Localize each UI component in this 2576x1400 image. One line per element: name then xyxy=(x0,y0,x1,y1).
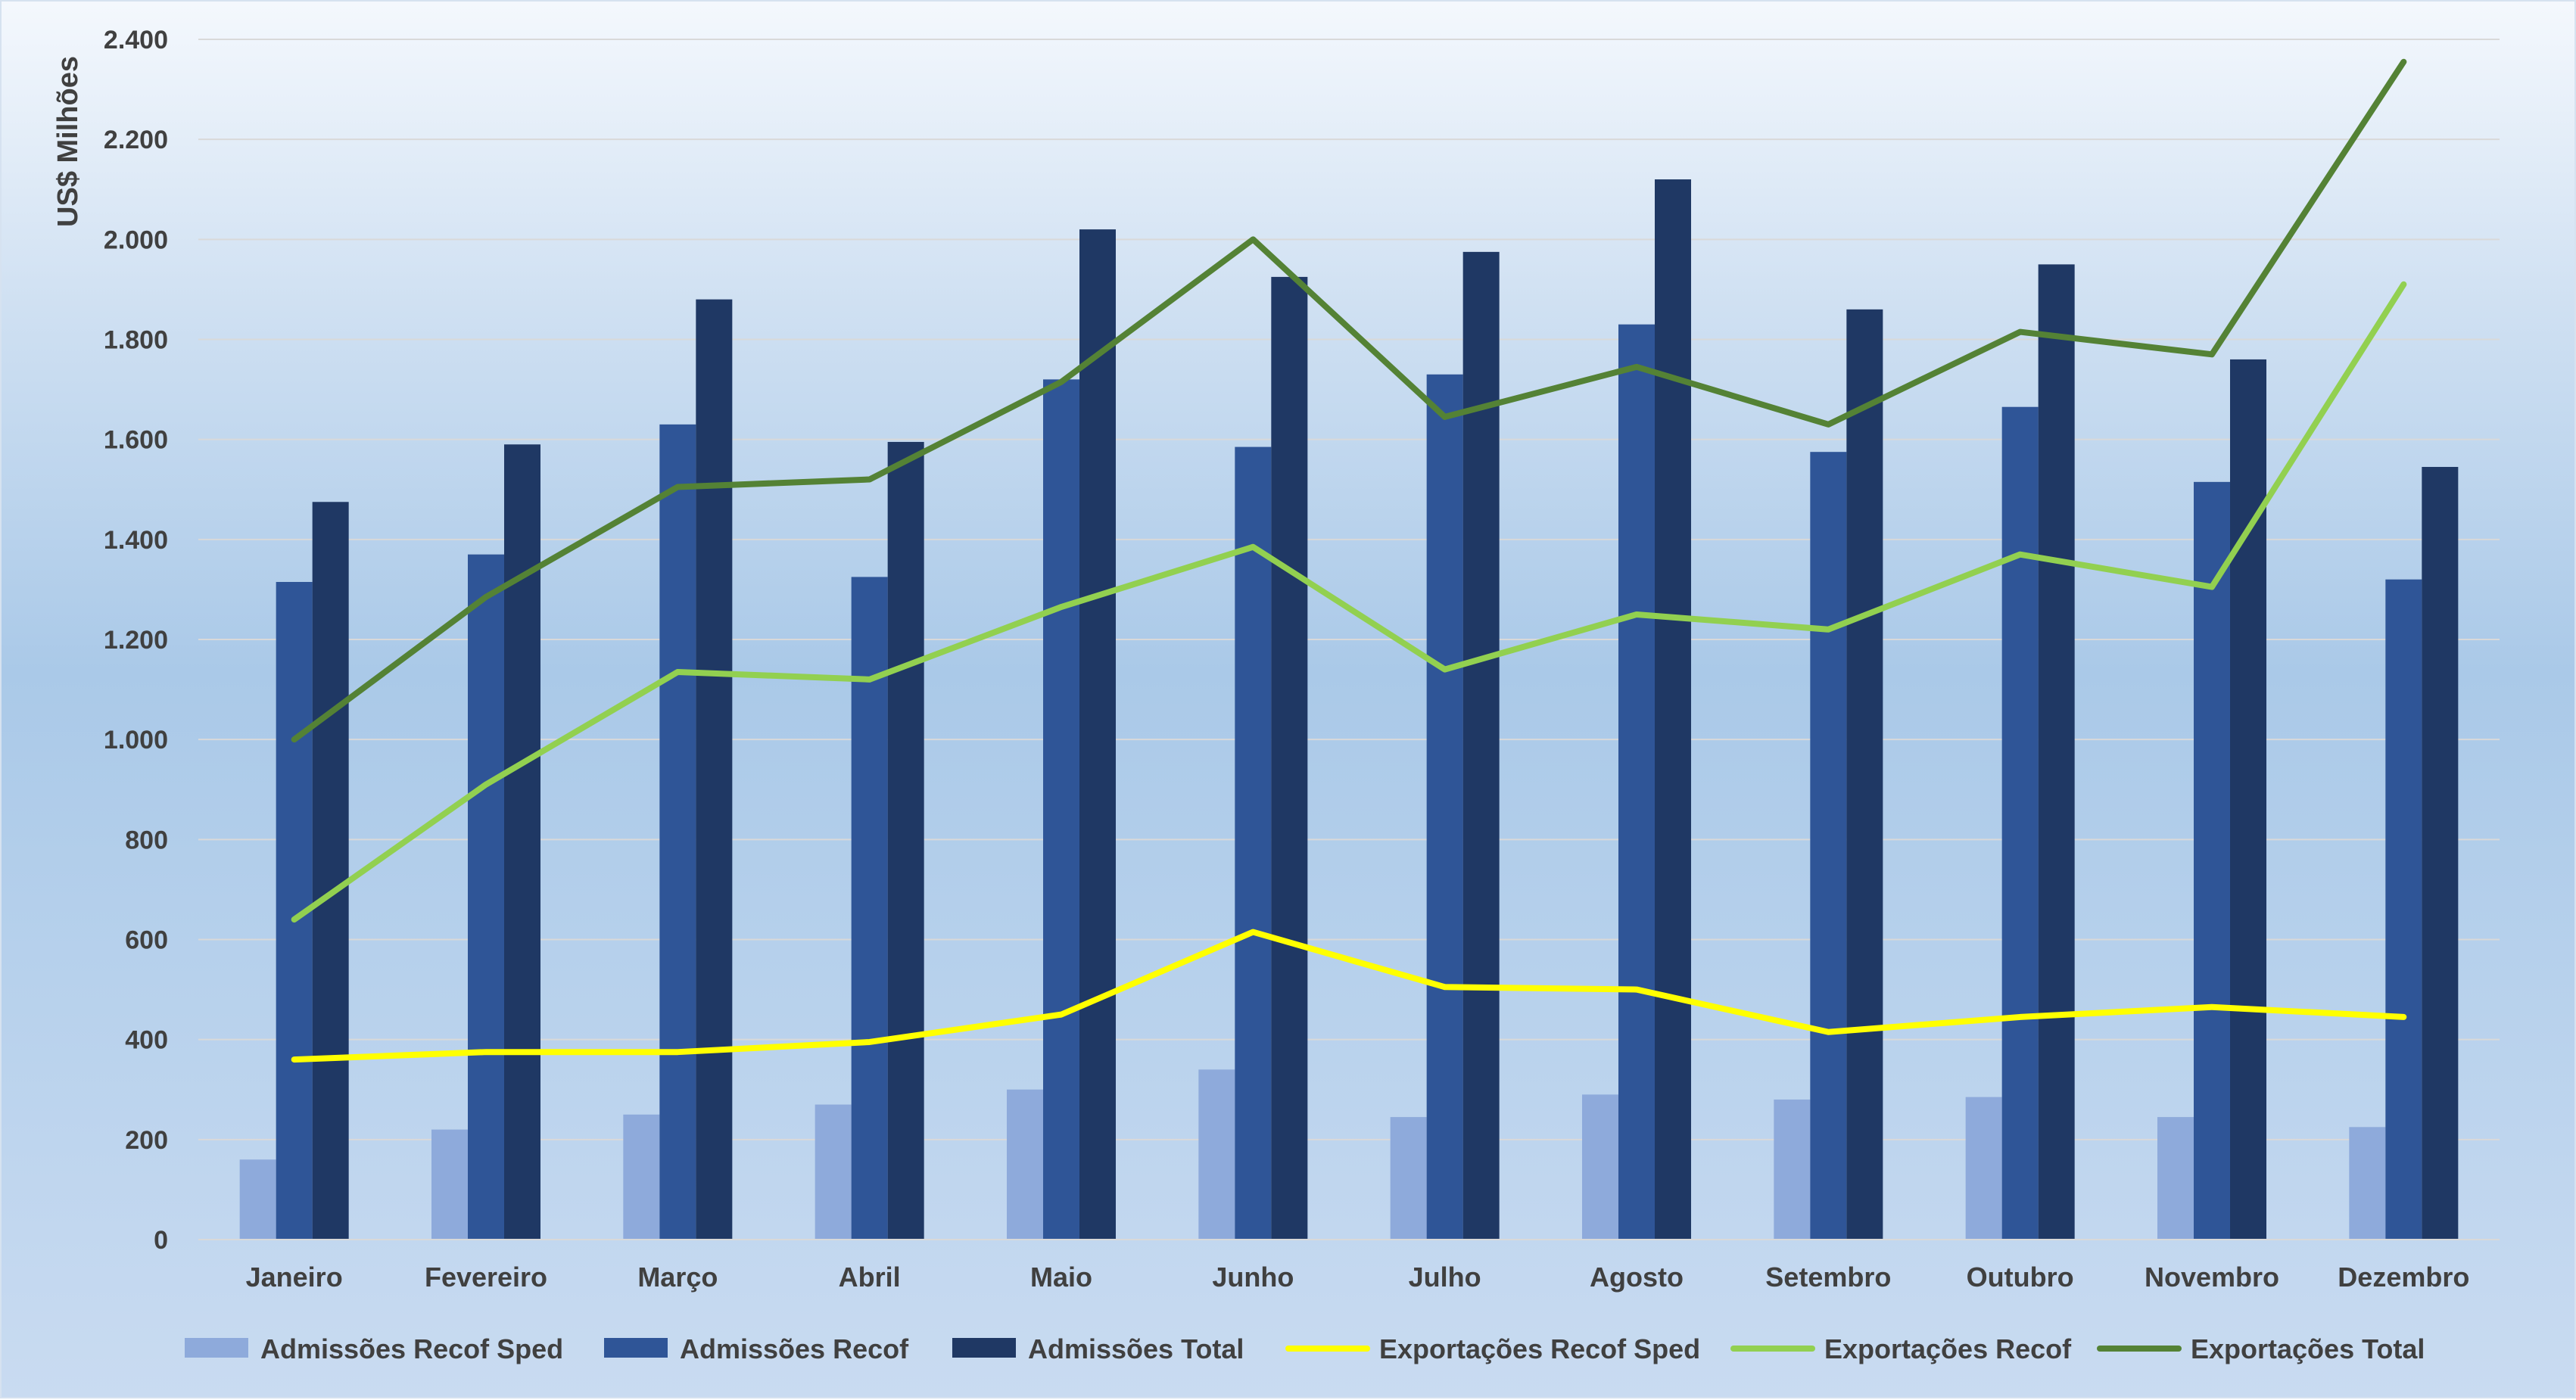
bar-admissoes-total-maio xyxy=(1079,229,1116,1240)
y-tick-label-0: 0 xyxy=(154,1226,168,1255)
bar-admissoes-recof-sped-outubro xyxy=(1965,1097,2002,1240)
legend-label-admissoes-recof-sped: Admissões Recof Sped xyxy=(260,1333,563,1364)
x-tick-label-marco: Março xyxy=(637,1262,718,1293)
bar-admissoes-total-janeiro xyxy=(312,502,349,1240)
bar-admissoes-recof-sped-setembro xyxy=(1774,1099,1811,1240)
bar-admissoes-recof-sped-marco xyxy=(623,1114,660,1240)
legend-swatch-admissoes-recof xyxy=(604,1338,668,1358)
y-tick-label-1200: 1.200 xyxy=(104,626,168,655)
x-tick-label-julho: Julho xyxy=(1409,1262,1481,1293)
legend-swatch-admissoes-total xyxy=(952,1338,1016,1358)
bar-admissoes-recof-junho xyxy=(1235,446,1272,1240)
bar-admissoes-total-junho xyxy=(1271,276,1308,1240)
x-tick-label-janeiro: Janeiro xyxy=(246,1262,343,1293)
bar-admissoes-total-setembro xyxy=(1846,309,1883,1240)
bar-admissoes-recof-sped-dezembro xyxy=(2349,1127,2386,1240)
x-tick-label-outubro: Outubro xyxy=(1967,1262,2074,1293)
x-tick-label-agosto: Agosto xyxy=(1590,1262,1684,1293)
bar-admissoes-recof-sped-agosto xyxy=(1582,1094,1618,1240)
bar-series-admissoes-total xyxy=(312,179,2459,1240)
bar-admissoes-recof-abril xyxy=(851,577,888,1240)
x-tick-label-abril: Abril xyxy=(839,1262,901,1293)
y-tick-label-800: 800 xyxy=(125,826,168,854)
bar-admissoes-total-abril xyxy=(887,441,924,1240)
line-exportacoes-recof xyxy=(291,281,2407,923)
y-axis-title: US$ Milhões xyxy=(52,56,84,227)
legend-label-exportacoes-recof-sped: Exportações Recof Sped xyxy=(1379,1333,1700,1364)
y-tick-label-2200: 2.200 xyxy=(104,126,168,154)
y-tick-label-600: 600 xyxy=(125,926,168,955)
line-series xyxy=(291,58,2407,1063)
line-exportacoes-total xyxy=(291,58,2407,743)
y-tick-label-200: 200 xyxy=(125,1126,168,1155)
x-tick-label-setembro: Setembro xyxy=(1765,1262,1891,1293)
bar-admissoes-recof-julho xyxy=(1426,374,1463,1240)
y-axis-ticks: 0 200 400 600 800 1.000 1.200 1.400 1.600 1.800 2.… xyxy=(104,26,168,1255)
bar-admissoes-recof-sped-maio xyxy=(1007,1089,1043,1240)
bar-series-admissoes-recof xyxy=(276,324,2422,1240)
line-exportacoes-recof-sped xyxy=(291,929,2407,1063)
bar-admissoes-recof-dezembro xyxy=(2385,579,2422,1240)
x-tick-label-novembro: Novembro xyxy=(2145,1262,2279,1293)
bar-admissoes-total-marco xyxy=(696,299,733,1240)
bar-admissoes-recof-sped-julho xyxy=(1390,1117,1427,1240)
x-tick-label-junho: Junho xyxy=(1212,1262,1294,1293)
x-tick-label-maio: Maio xyxy=(1030,1262,1092,1293)
bar-admissoes-recof-maio xyxy=(1043,379,1079,1240)
bar-admissoes-total-julho xyxy=(1462,251,1500,1240)
bar-admissoes-recof-sped-junho xyxy=(1198,1069,1235,1240)
bar-admissoes-recof-outubro xyxy=(2001,406,2039,1240)
bar-series xyxy=(239,179,2459,1240)
y-tick-label-400: 400 xyxy=(125,1026,168,1055)
y-tick-label-1600: 1.600 xyxy=(104,426,168,455)
bar-admissoes-total-dezembro xyxy=(2422,467,2459,1240)
legend-label-exportacoes-total: Exportações Total xyxy=(2191,1333,2425,1364)
x-axis: Janeiro Fevereiro Março Abril Maio Junho Julho… xyxy=(198,1239,2500,1293)
bar-admissoes-total-novembro xyxy=(2230,359,2266,1240)
bar-admissoes-recof-fevereiro xyxy=(468,554,504,1240)
legend-label-admissoes-recof: Admissões Recof xyxy=(680,1333,909,1364)
bar-admissoes-recof-sped-fevereiro xyxy=(431,1129,468,1240)
bar-admissoes-recof-sped-abril xyxy=(815,1104,852,1240)
bar-admissoes-recof-sped-novembro xyxy=(2157,1117,2194,1240)
bar-admissoes-recof-novembro xyxy=(2194,481,2230,1240)
bar-admissoes-total-outubro xyxy=(2038,264,2075,1240)
bar-admissoes-recof-marco xyxy=(659,424,696,1240)
bar-admissoes-total-fevereiro xyxy=(504,444,540,1240)
legend-swatch-admissoes-recof-sped xyxy=(185,1338,248,1358)
y-tick-label-2400: 2.400 xyxy=(104,26,168,54)
gridlines xyxy=(198,39,2500,1140)
y-tick-label-1800: 1.800 xyxy=(104,326,168,355)
x-tick-label-fevereiro: Fevereiro xyxy=(425,1262,547,1293)
legend-label-admissoes-total: Admissões Total xyxy=(1028,1333,1244,1364)
y-tick-label-1000: 1.000 xyxy=(104,726,168,754)
bar-admissoes-recof-agosto xyxy=(1618,324,1655,1240)
bar-series-admissoes-recof-sped xyxy=(239,1069,2386,1240)
legend-label-exportacoes-recof: Exportações Recof xyxy=(1824,1333,2072,1364)
x-tick-label-dezembro: Dezembro xyxy=(2338,1262,2469,1293)
bar-admissoes-recof-setembro xyxy=(1810,452,1847,1240)
y-tick-label-1400: 1.400 xyxy=(104,526,168,555)
bar-admissoes-recof-sped-janeiro xyxy=(239,1159,276,1240)
y-tick-label-2000: 2.000 xyxy=(104,226,168,254)
bar-admissoes-total-agosto xyxy=(1655,179,1691,1240)
legend: Admissões Recof Sped Admissões Recof Admis… xyxy=(185,1333,2425,1364)
